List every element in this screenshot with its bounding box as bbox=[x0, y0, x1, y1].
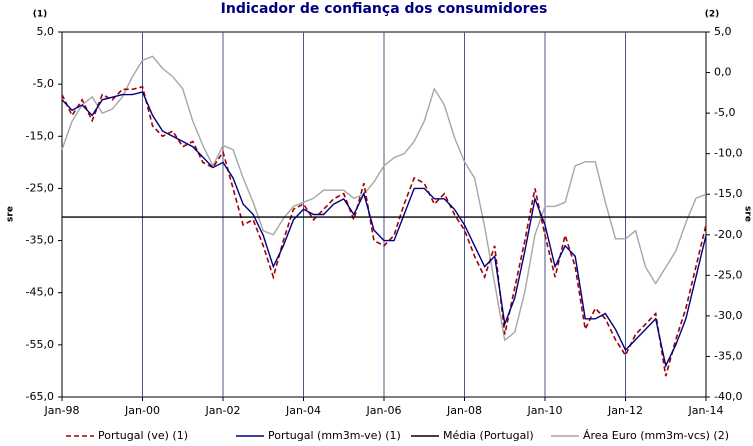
legend-label: Área Euro (mm3m-vcs) (2) bbox=[583, 429, 729, 442]
legend-label: Portugal (mm3m-ve) (1) bbox=[268, 429, 401, 442]
y2-axis-label: sre bbox=[743, 206, 753, 222]
chart-title: Indicador de confiança dos consumidores bbox=[221, 1, 548, 17]
y2-tick-label: -10,0 bbox=[714, 147, 742, 160]
y-axis-label: sre bbox=[6, 206, 16, 222]
y-tick-label: -25,0 bbox=[26, 181, 54, 194]
x-tick-label: Jan-10 bbox=[527, 404, 563, 417]
x-tick-label: Jan-02 bbox=[205, 404, 241, 417]
series-line bbox=[61, 85, 707, 377]
y-tick-label: -65,0 bbox=[26, 390, 54, 403]
y-tick-label: -35,0 bbox=[26, 234, 54, 247]
x-tick-label: Jan-04 bbox=[285, 404, 321, 417]
y-tick-label: -15,0 bbox=[26, 129, 54, 142]
x-tick-label: Jan-14 bbox=[688, 404, 724, 417]
x-tick-label: Jan-08 bbox=[446, 404, 482, 417]
y-tick-label: -5,0 bbox=[33, 77, 54, 90]
y2-axis-note: (2) bbox=[705, 10, 720, 20]
series-line bbox=[61, 55, 707, 342]
x-tick-label: Jan-00 bbox=[124, 404, 160, 417]
y2-tick-label: -25,0 bbox=[714, 268, 742, 281]
x-tick-label: Jan-06 bbox=[366, 404, 402, 417]
y2-tick-label: 0,0 bbox=[714, 66, 732, 79]
y2-tick-label: -15,0 bbox=[714, 187, 742, 200]
y-tick-label: 5,0 bbox=[37, 25, 55, 38]
x-tick-label: Jan-98 bbox=[44, 404, 80, 417]
y2-tick-label: -20,0 bbox=[714, 228, 742, 241]
y-axis-note: (1) bbox=[33, 10, 48, 20]
y-tick-label: -55,0 bbox=[26, 338, 54, 351]
y2-tick-label: 5,0 bbox=[714, 25, 732, 38]
y-tick-label: -45,0 bbox=[26, 286, 54, 299]
x-tick-label: Jan-12 bbox=[607, 404, 643, 417]
y2-tick-label: -5,0 bbox=[714, 106, 735, 119]
y2-tick-label: -35,0 bbox=[714, 349, 742, 362]
legend-label: Média (Portugal) bbox=[443, 429, 534, 442]
legend-label: Portugal (ve) (1) bbox=[98, 429, 188, 442]
y2-tick-label: -40,0 bbox=[714, 390, 742, 403]
series-line bbox=[61, 91, 707, 368]
y2-tick-label: -30,0 bbox=[714, 309, 742, 322]
